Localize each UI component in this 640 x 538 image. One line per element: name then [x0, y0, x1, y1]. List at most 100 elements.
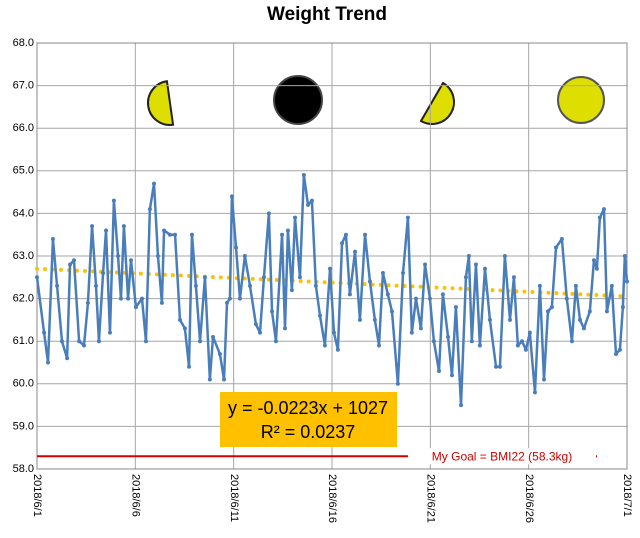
- weight-point: [418, 326, 423, 331]
- weight-point: [253, 322, 258, 327]
- weight-point: [318, 313, 323, 318]
- weight-point: [189, 232, 194, 237]
- weight-point: [385, 292, 390, 297]
- weight-point: [331, 330, 336, 335]
- weight-point: [107, 330, 112, 335]
- weight-point: [353, 249, 358, 254]
- weight-point: [266, 211, 271, 216]
- weight-point: [90, 224, 95, 229]
- weight-point: [347, 292, 352, 297]
- y-tick-label: 59.0: [13, 420, 34, 432]
- x-tick-label: 2018/6/16: [326, 474, 338, 523]
- goal-label-bg: [408, 448, 596, 465]
- weight-point: [609, 283, 614, 288]
- weight-point: [427, 296, 432, 301]
- weight-point: [423, 262, 428, 267]
- weight-point: [71, 258, 76, 263]
- y-tick-label: 58.0: [13, 463, 34, 475]
- weight-point: [389, 309, 394, 314]
- weight-point: [340, 241, 345, 246]
- weight-point: [469, 339, 474, 344]
- weight-point: [50, 236, 55, 241]
- weight-point: [313, 283, 318, 288]
- weight-point: [363, 232, 368, 237]
- weight-point: [222, 377, 227, 382]
- weight-point: [449, 373, 454, 378]
- weight-point: [289, 288, 294, 293]
- weight-point: [604, 309, 609, 314]
- weight-point: [42, 330, 47, 335]
- weight-point: [569, 339, 574, 344]
- x-tick-label: 2018/6/21: [424, 474, 436, 523]
- weight-point: [65, 356, 70, 361]
- weight-point: [523, 347, 528, 352]
- weight-point: [625, 279, 629, 284]
- weight-point: [564, 296, 569, 301]
- weight-point: [104, 228, 109, 233]
- weight-point: [537, 283, 542, 288]
- y-tick-label: 63.0: [13, 250, 34, 262]
- y-tick-label: 68.0: [13, 37, 34, 49]
- weight-point: [229, 194, 234, 199]
- weight-point: [270, 309, 275, 314]
- weight-point: [129, 258, 134, 263]
- weight-point: [502, 254, 507, 258]
- weight-point: [527, 330, 532, 335]
- weight-point: [335, 347, 340, 352]
- weight-point: [459, 403, 464, 408]
- weight-point: [577, 317, 582, 322]
- weight-point: [59, 339, 64, 344]
- plot-border: [36, 42, 628, 470]
- moon-new: [273, 75, 323, 125]
- weight-point: [622, 254, 627, 258]
- chart-title: Weight Trend: [267, 4, 387, 25]
- equation-text: R² = 0.0237: [261, 422, 356, 442]
- weight-point: [431, 339, 436, 344]
- weight-point: [280, 232, 285, 237]
- weight-point: [573, 283, 578, 288]
- weight-point: [46, 360, 51, 365]
- weight-point: [227, 296, 232, 301]
- weight-point: [147, 207, 152, 212]
- weight-point: [597, 215, 602, 220]
- weight-point: [282, 326, 287, 331]
- weight-point: [328, 266, 333, 271]
- weight-point: [96, 339, 101, 344]
- weight-point: [162, 228, 167, 233]
- weight-point: [507, 317, 512, 322]
- weight-point: [202, 275, 207, 280]
- y-tick-label: 64.0: [13, 207, 34, 219]
- weight-point: [400, 271, 405, 276]
- x-tick-label: 2018/6/6: [129, 474, 141, 517]
- weight-point: [133, 305, 138, 310]
- weight-point: [436, 369, 441, 374]
- x-tick-label: 2018/7/1: [621, 474, 633, 517]
- weight-point: [77, 339, 82, 344]
- weight-point: [309, 198, 314, 203]
- weight-point: [182, 326, 187, 331]
- weight-point: [511, 275, 516, 280]
- weight-point: [211, 334, 216, 339]
- weight-point: [463, 275, 468, 280]
- weight-point: [477, 343, 482, 348]
- weight-point: [453, 305, 458, 310]
- weight-point: [545, 309, 550, 314]
- weight-point: [581, 326, 586, 331]
- weight-point: [405, 215, 410, 220]
- weight-point: [116, 254, 121, 258]
- moon-full: [557, 76, 605, 124]
- weight-point: [613, 351, 618, 356]
- weight-point: [409, 330, 414, 335]
- weight-point: [207, 377, 212, 382]
- weight-point: [173, 232, 178, 237]
- weight-point: [234, 245, 239, 250]
- weight-point: [549, 305, 554, 310]
- weight-point: [357, 317, 362, 322]
- weight-point: [372, 317, 377, 322]
- weight-point: [140, 296, 145, 301]
- weight-point: [177, 317, 182, 322]
- weight-point: [111, 198, 116, 203]
- weight-point: [591, 258, 596, 263]
- weight-point: [473, 262, 478, 267]
- weight-point: [620, 305, 625, 310]
